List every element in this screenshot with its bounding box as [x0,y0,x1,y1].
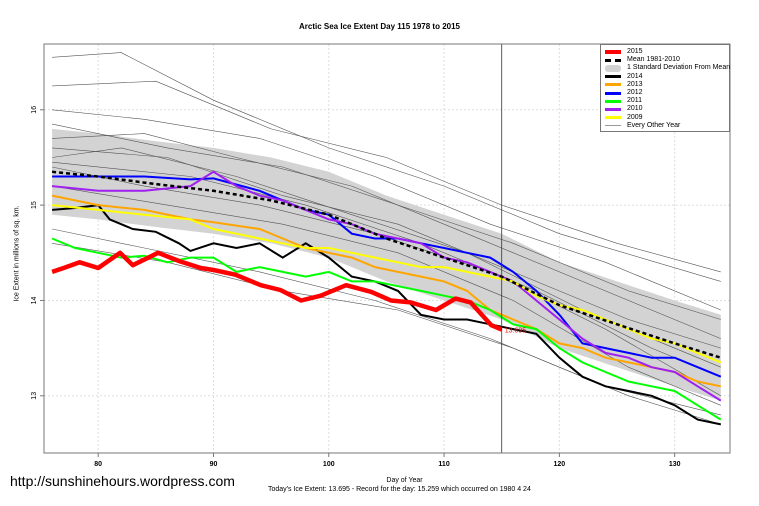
series-line-2010 [51,170,722,402]
y-tick-label: 16 [31,106,38,114]
series-line-2013 [51,194,722,388]
series-line-2012 [52,175,722,378]
legend-label: 2014 [627,72,643,80]
x-tick-label: 120 [554,461,566,468]
other-year-line [52,52,721,282]
x-tick-label: 130 [669,461,681,468]
legend-item: 2015 [605,48,729,56]
footer-note: Today's Ice Extent: 13.695 - Record for … [268,486,531,493]
legend-item: 2011 [605,97,729,105]
legend-label: 2009 [627,113,643,121]
x-tick-label: 110 [438,461,449,468]
legend-swatch [605,75,621,79]
legend-label: 2015 [627,48,643,56]
other-year-line [52,80,721,273]
series-line-2015 [51,250,503,332]
legend-item: 2010 [605,105,729,113]
legend-item: Mean 1981-2010 [605,56,729,64]
legend-label: Mean 1981-2010 [627,56,680,64]
other-year-line [52,185,721,406]
x-tick-label: 80 [94,461,102,468]
series-line-2009 [51,204,722,364]
legend-label: Every Other Year [627,121,681,129]
x-tick-label: 100 [323,461,335,468]
legend-item: 2009 [605,114,729,122]
series-line-2011 [51,237,722,421]
legend-swatch [605,116,621,120]
legend: 2015 Mean 1981-2010 1 Standard Deviation F… [600,44,730,132]
legend-label: 2013 [627,80,643,88]
legend-label: 1 Standard Deviation From Mean [627,64,731,72]
x-axis-label: Day of Year [386,477,423,484]
x-tick-label: 90 [210,461,218,468]
other-year-line [52,109,721,311]
legend-swatch [605,107,621,111]
legend-label: 2011 [627,97,643,105]
end-value-label: 13.695 [505,328,527,335]
other-year-line [52,133,721,339]
y-axis-label: Ice Extent in millions of sq. km. [13,205,21,302]
legend-item: 2012 [605,89,729,97]
std-deviation-band [52,128,721,401]
legend-swatch [605,91,621,95]
legend-label: 2012 [627,89,643,97]
plot-frame [43,43,731,454]
legend-swatch [605,58,621,62]
legend-swatch [605,125,621,127]
legend-item: 1 Standard Deviation From Mean [605,64,731,72]
y-tick-label: 13 [31,392,38,400]
y-tick-label: 15 [31,201,38,209]
chart-title: Arctic Sea Ice Extent Day 115 1978 to 20… [299,22,460,31]
legend-swatch [605,83,621,87]
watermark-url: http://sunshinehours.wordpress.com [10,473,235,489]
y-tick-label: 14 [31,296,38,304]
legend-item: Every Other Year [605,122,729,130]
legend-item: 2013 [605,81,729,89]
other-year-line [52,147,721,349]
legend-label: 2010 [627,105,643,113]
legend-swatch [605,99,621,103]
legend-item: 2014 [605,73,729,81]
mean-line [51,170,722,359]
legend-swatch [605,64,621,72]
legend-swatch [605,50,621,55]
